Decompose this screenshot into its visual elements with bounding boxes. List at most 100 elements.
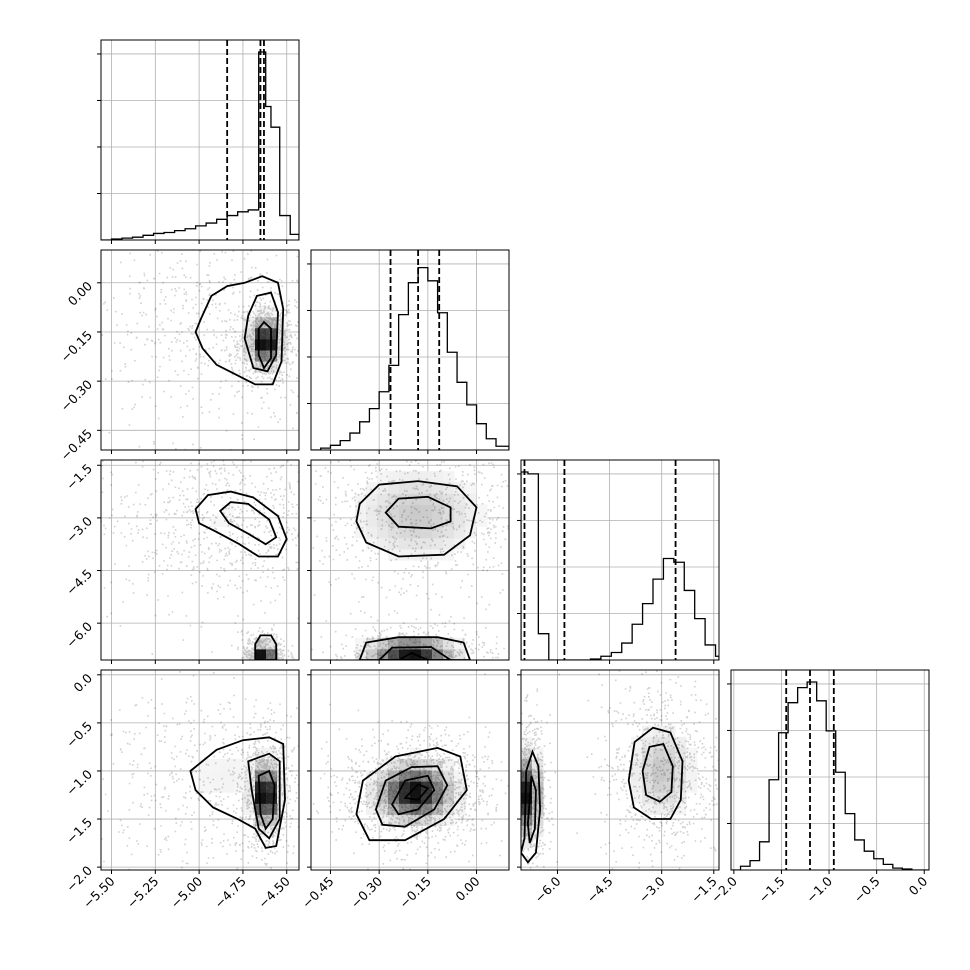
panel-frame	[520, 669, 720, 871]
density-cell	[532, 770, 544, 782]
histogram-2	[311, 250, 509, 450]
density-cell	[454, 493, 466, 505]
density-cell	[377, 471, 389, 483]
density-cell	[421, 493, 433, 505]
density-cell	[642, 792, 654, 804]
density-cell	[399, 482, 411, 494]
x-tick-label: −5.00	[168, 873, 206, 911]
density-cell	[277, 792, 289, 804]
density-contour	[374, 765, 449, 828]
density-cell	[664, 781, 676, 793]
density-cell	[255, 338, 267, 351]
density-cell	[675, 803, 687, 815]
density-cell	[377, 504, 389, 517]
density-cell	[421, 526, 433, 539]
density-cell	[432, 482, 444, 494]
density-cell	[642, 770, 654, 782]
density-cell	[244, 648, 256, 660]
density-cell	[377, 758, 389, 771]
density-cell	[432, 758, 444, 771]
panel-grid	[521, 460, 719, 660]
density-cell	[421, 537, 433, 550]
density-cell	[664, 803, 676, 815]
density-cell	[388, 758, 400, 771]
panel-grid	[731, 670, 929, 870]
density-cell	[675, 747, 687, 760]
density-cell	[454, 781, 466, 793]
density-cell	[244, 803, 256, 815]
histogram-step-line	[101, 51, 299, 240]
density-cell	[432, 637, 444, 650]
density-cell	[377, 803, 389, 815]
density-cell	[399, 515, 411, 528]
density-cell	[421, 648, 433, 660]
density-cell	[255, 327, 267, 340]
density-cell	[388, 792, 400, 804]
panel-frame	[100, 669, 300, 871]
density-cell	[388, 493, 400, 505]
density-cell	[266, 792, 278, 804]
x-tick-label: 0.00	[452, 873, 482, 903]
density-cell	[421, 637, 433, 650]
density-cell	[653, 792, 665, 804]
x-tick-label: −1.5	[755, 874, 787, 906]
density-cell	[454, 770, 466, 782]
density-cell	[377, 648, 389, 660]
panel-frame	[520, 459, 720, 661]
density-cell	[233, 781, 245, 793]
density-contour	[384, 495, 452, 530]
x-tick-label: −3.0	[636, 873, 668, 905]
density-cell	[443, 526, 455, 539]
density-cell	[211, 781, 223, 793]
density-cell	[255, 361, 267, 373]
density-cell	[255, 305, 267, 318]
density-cell	[399, 770, 411, 782]
density-cell	[233, 758, 245, 771]
density-cell	[421, 471, 433, 483]
density-cell	[366, 637, 378, 650]
density-cell	[432, 648, 444, 660]
density-cell	[388, 803, 400, 815]
density-cell	[664, 792, 676, 804]
density-cell	[222, 781, 234, 793]
density-cell	[399, 537, 411, 550]
density-contour	[641, 742, 674, 803]
density-cell	[277, 350, 289, 362]
density-contour	[521, 749, 542, 864]
density-cell	[521, 747, 533, 760]
density-cell	[443, 471, 455, 483]
density-cell	[432, 493, 444, 505]
density-cell	[366, 482, 378, 494]
panel-grid	[311, 250, 509, 450]
density-cell	[399, 814, 411, 827]
density-cell	[388, 637, 400, 650]
density-cell	[642, 758, 654, 771]
density-cell	[244, 338, 256, 351]
density-cell	[266, 316, 278, 329]
panel-frame	[100, 249, 300, 451]
y-tick-label: −4.5	[63, 566, 95, 598]
density-cell	[410, 504, 422, 517]
density-cell	[410, 493, 422, 505]
density-cell	[266, 305, 278, 318]
density-cell	[399, 504, 411, 517]
density-cell	[421, 515, 433, 528]
density-cell	[432, 515, 444, 528]
density-cell	[255, 792, 267, 804]
density-cell	[432, 526, 444, 539]
histogram-4	[731, 670, 929, 870]
density-cell	[244, 781, 256, 793]
density-cell	[255, 637, 267, 650]
density-cell	[653, 770, 665, 782]
density-cell	[631, 758, 643, 771]
density-contour	[358, 636, 471, 660]
density-contour	[257, 769, 276, 831]
density-cell	[443, 493, 455, 505]
density-cell	[377, 637, 389, 650]
density-cell	[631, 792, 643, 804]
density-cell	[421, 803, 433, 815]
density-cell	[266, 361, 278, 373]
density-cell	[410, 471, 422, 483]
density-cell	[366, 770, 378, 782]
density-cell	[266, 781, 278, 793]
